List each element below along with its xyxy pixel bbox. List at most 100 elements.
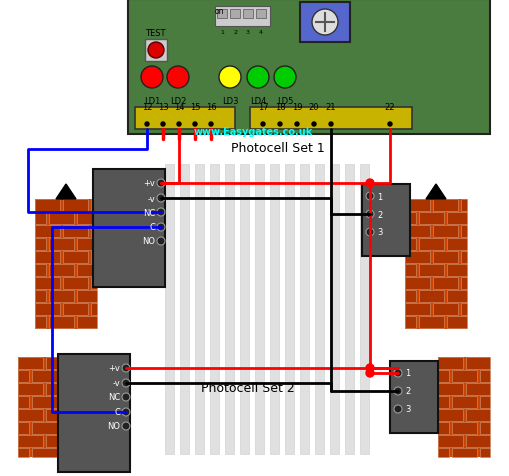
Bar xyxy=(405,213,416,225)
Bar xyxy=(35,199,97,329)
Circle shape xyxy=(366,369,374,377)
Bar xyxy=(225,165,234,454)
Text: TEST: TEST xyxy=(145,29,165,38)
Bar xyxy=(360,165,369,454)
Bar xyxy=(18,435,43,447)
Bar xyxy=(63,278,88,289)
Bar xyxy=(32,396,57,408)
Circle shape xyxy=(388,123,392,127)
Text: LD5: LD5 xyxy=(277,97,293,106)
Bar xyxy=(405,199,430,211)
Bar xyxy=(77,317,97,328)
Text: 3: 3 xyxy=(405,405,410,414)
Circle shape xyxy=(295,123,299,127)
Bar xyxy=(447,290,467,302)
Bar xyxy=(18,396,29,408)
Bar xyxy=(419,265,444,277)
Bar xyxy=(452,448,477,457)
Bar xyxy=(18,422,29,434)
Bar xyxy=(35,290,46,302)
Text: on: on xyxy=(215,7,224,16)
Bar xyxy=(447,317,467,328)
Bar xyxy=(345,165,354,454)
Text: 16: 16 xyxy=(206,103,216,112)
Text: -v: -v xyxy=(147,194,155,203)
Bar xyxy=(256,10,266,19)
Circle shape xyxy=(157,179,165,188)
Circle shape xyxy=(366,193,374,200)
Circle shape xyxy=(329,123,333,127)
Bar xyxy=(452,396,477,408)
Bar xyxy=(77,213,97,225)
Text: LD1: LD1 xyxy=(144,97,160,106)
Circle shape xyxy=(247,67,269,89)
Circle shape xyxy=(219,67,241,89)
Bar xyxy=(461,199,467,211)
Bar xyxy=(447,213,467,225)
Bar xyxy=(447,265,467,277)
Bar xyxy=(438,409,463,421)
Bar xyxy=(18,370,29,382)
Text: 4: 4 xyxy=(259,30,263,35)
Bar xyxy=(60,448,70,457)
Bar xyxy=(433,251,458,263)
Circle shape xyxy=(157,195,165,203)
Bar xyxy=(63,199,88,211)
Bar xyxy=(300,3,350,43)
Circle shape xyxy=(148,43,164,59)
Bar xyxy=(433,226,458,238)
Bar xyxy=(35,251,60,263)
Bar xyxy=(35,226,60,238)
Text: 2: 2 xyxy=(405,387,410,396)
Circle shape xyxy=(157,208,165,217)
Bar xyxy=(35,317,46,328)
Bar xyxy=(438,448,449,457)
Bar xyxy=(438,435,463,447)
Polygon shape xyxy=(56,185,76,199)
Text: 3: 3 xyxy=(377,228,382,237)
Bar xyxy=(438,357,463,369)
Text: 22: 22 xyxy=(385,103,395,112)
Bar xyxy=(405,317,416,328)
Bar xyxy=(91,251,97,263)
Text: C: C xyxy=(149,223,155,232)
Circle shape xyxy=(394,387,402,395)
Bar xyxy=(405,226,430,238)
Text: LD3: LD3 xyxy=(222,97,238,106)
Bar xyxy=(35,213,46,225)
Bar xyxy=(60,396,70,408)
Bar xyxy=(433,278,458,289)
Bar xyxy=(270,165,279,454)
Bar xyxy=(466,435,490,447)
Bar xyxy=(18,357,70,457)
Bar xyxy=(285,165,294,454)
Text: NC: NC xyxy=(143,208,155,217)
Text: Photocell Set 1: Photocell Set 1 xyxy=(231,142,325,155)
Circle shape xyxy=(209,123,213,127)
Bar xyxy=(145,40,167,62)
Bar xyxy=(438,422,449,434)
Bar xyxy=(230,10,240,19)
Bar xyxy=(46,409,70,421)
Bar xyxy=(63,303,88,315)
Circle shape xyxy=(177,123,181,127)
Circle shape xyxy=(145,123,149,127)
Bar xyxy=(18,383,43,395)
Bar xyxy=(480,370,490,382)
Bar xyxy=(49,290,74,302)
Bar xyxy=(35,199,60,211)
Bar xyxy=(461,251,467,263)
Bar xyxy=(60,422,70,434)
Text: 1: 1 xyxy=(377,192,382,201)
Text: NC: NC xyxy=(108,393,120,402)
Text: 1: 1 xyxy=(220,30,224,35)
Circle shape xyxy=(312,123,316,127)
Bar xyxy=(405,290,416,302)
Text: 17: 17 xyxy=(258,103,268,112)
Circle shape xyxy=(157,224,165,231)
Bar xyxy=(35,278,60,289)
Bar xyxy=(217,10,227,19)
Bar xyxy=(390,361,438,433)
Bar xyxy=(461,226,467,238)
Bar xyxy=(255,165,264,454)
